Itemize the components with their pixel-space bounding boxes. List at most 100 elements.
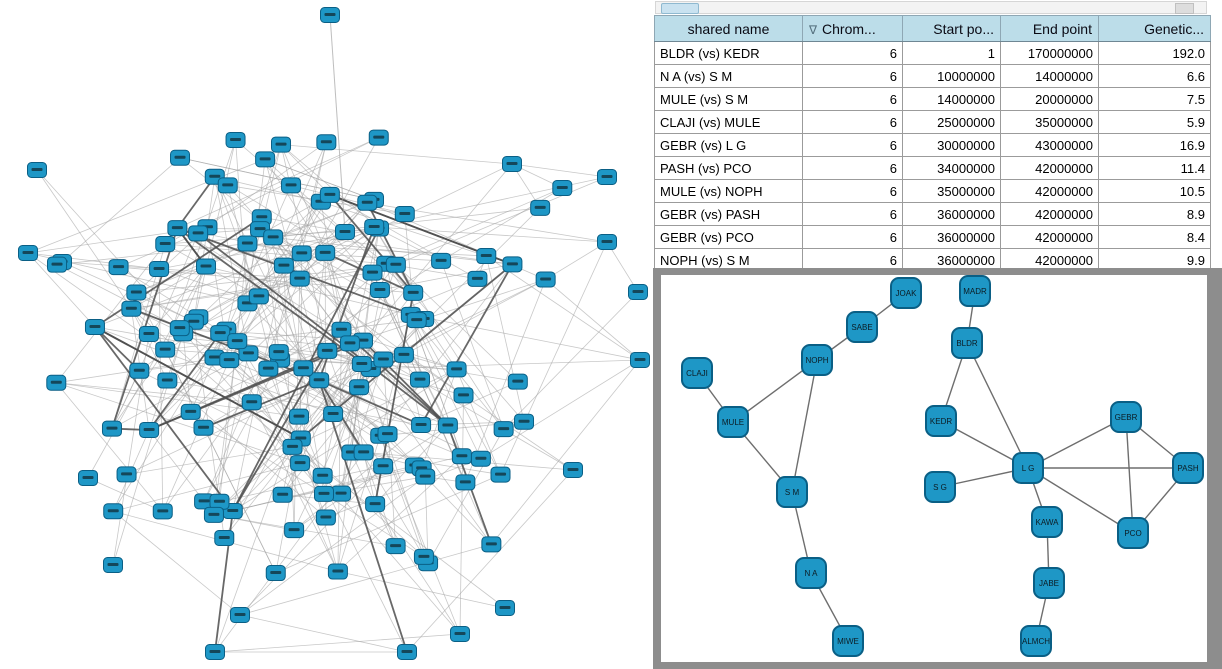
network-edge[interactable] (791, 359, 818, 493)
network-edge[interactable] (259, 228, 417, 321)
network-edge[interactable] (55, 243, 166, 384)
network-edge[interactable] (349, 279, 546, 344)
network-edge[interactable] (27, 158, 266, 254)
table-cell[interactable]: 5.9 (1098, 110, 1211, 134)
network-edge[interactable] (56, 382, 301, 464)
network-edge[interactable] (239, 614, 408, 653)
network-edge[interactable] (275, 474, 501, 574)
network-edge[interactable] (131, 307, 320, 382)
network-edge[interactable] (239, 543, 492, 616)
network-edge[interactable] (440, 187, 563, 262)
network-node[interactable] (364, 218, 385, 235)
table-cell[interactable]: 170000000 (1000, 41, 1099, 65)
network-node[interactable] (393, 346, 414, 363)
network-edge[interactable] (403, 279, 546, 356)
network-node[interactable]: PASH (1172, 452, 1204, 484)
network-node[interactable] (552, 180, 573, 197)
table-cell[interactable]: 20000000 (1000, 87, 1099, 111)
network-edge[interactable] (197, 232, 449, 427)
network-edge[interactable] (148, 429, 205, 502)
filter-icon[interactable]: ∇ (809, 22, 818, 37)
network-edge[interactable] (323, 493, 425, 558)
network-edge[interactable] (406, 469, 574, 653)
network-node[interactable] (217, 177, 238, 194)
network-node[interactable] (155, 341, 176, 358)
table-cell[interactable]: 6.6 (1098, 64, 1211, 88)
network-edge[interactable] (293, 278, 301, 531)
network-node[interactable] (84, 319, 105, 336)
network-node[interactable] (265, 565, 286, 582)
network-node[interactable] (237, 235, 258, 252)
network-edge[interactable] (268, 260, 442, 369)
network-overview-panel[interactable] (0, 0, 653, 669)
network-edge[interactable] (1027, 416, 1127, 469)
network-edge[interactable] (179, 327, 300, 417)
network-edge[interactable] (329, 14, 346, 233)
network-node[interactable] (238, 345, 259, 362)
network-node[interactable] (373, 458, 394, 475)
network-node[interactable] (431, 252, 452, 269)
network-edge[interactable] (491, 359, 641, 545)
table-cell[interactable]: 25000000 (902, 110, 1001, 134)
table-cell[interactable]: 36000000 (902, 202, 1001, 226)
table-cell[interactable]: GEBR (vs) PCO (654, 225, 803, 249)
table-row[interactable]: MULE (vs) S M 6 14000000 20000000 7.5 (654, 87, 1211, 111)
table-row[interactable]: N A (vs) S M 6 10000000 14000000 6.6 (654, 64, 1211, 88)
network-node[interactable] (446, 361, 467, 378)
network-edge[interactable] (227, 185, 293, 448)
table-cell[interactable]: 8.4 (1098, 225, 1211, 249)
network-node[interactable] (273, 257, 294, 274)
network-edge[interactable] (427, 428, 504, 564)
network-node[interactable] (155, 235, 176, 252)
table-cell[interactable]: 42000000 (1000, 202, 1099, 226)
network-node[interactable]: MIWE (832, 625, 864, 657)
network-edge[interactable] (179, 157, 375, 201)
table-cell[interactable]: 10000000 (902, 64, 1001, 88)
network-edge[interactable] (290, 184, 405, 215)
table-cell[interactable]: BLDR (vs) KEDR (654, 41, 803, 65)
network-edge[interactable] (424, 476, 492, 545)
table-cell[interactable]: N A (vs) S M (654, 64, 803, 88)
network-node[interactable] (268, 344, 289, 361)
network-node[interactable]: S M (776, 476, 808, 508)
table-cell[interactable]: CLAJI (vs) MULE (654, 110, 803, 134)
network-edge[interactable] (232, 265, 285, 512)
table-row[interactable]: MULE (vs) NOPH 6 35000000 42000000 10.5 (654, 179, 1211, 203)
table-cell[interactable]: 14000000 (902, 87, 1001, 111)
table-cell[interactable]: 43000000 (1000, 133, 1099, 157)
network-node[interactable]: SABE (846, 311, 878, 343)
network-node[interactable] (563, 462, 583, 478)
network-edge[interactable] (167, 380, 422, 426)
network-edge[interactable] (337, 455, 463, 572)
network-edge[interactable] (55, 382, 164, 512)
network-node[interactable]: S G (924, 471, 956, 503)
network-node[interactable] (290, 455, 311, 472)
network-edge[interactable] (283, 265, 464, 396)
table-cell[interactable]: GEBR (vs) PASH (654, 202, 803, 226)
network-node[interactable] (369, 281, 390, 298)
network-edge[interactable] (511, 163, 608, 178)
network-node[interactable] (331, 321, 352, 338)
column-header[interactable]: shared name (654, 15, 803, 42)
network-edge[interactable] (228, 194, 331, 361)
network-edge[interactable] (383, 279, 546, 360)
network-node[interactable] (476, 248, 497, 265)
column-header[interactable]: ∇ Chrom... (802, 15, 903, 42)
network-edge[interactable] (366, 202, 415, 294)
network-node[interactable]: MULE (717, 406, 749, 438)
network-node[interactable] (453, 387, 474, 404)
network-edge[interactable] (459, 395, 464, 635)
network-node[interactable] (495, 600, 515, 616)
network-node[interactable] (597, 169, 617, 185)
network-edge[interactable] (214, 176, 280, 353)
network-node[interactable]: L G (1012, 452, 1044, 484)
table-cell[interactable]: 6 (802, 41, 903, 65)
network-node[interactable] (339, 335, 360, 352)
table-cell[interactable]: 34000000 (902, 156, 1001, 180)
network-edge[interactable] (214, 176, 373, 273)
network-node[interactable] (373, 351, 394, 368)
network-node[interactable] (205, 644, 225, 660)
table-cell[interactable]: 6 (802, 110, 903, 134)
network-edge[interactable] (61, 157, 181, 263)
network-node[interactable] (289, 270, 310, 287)
